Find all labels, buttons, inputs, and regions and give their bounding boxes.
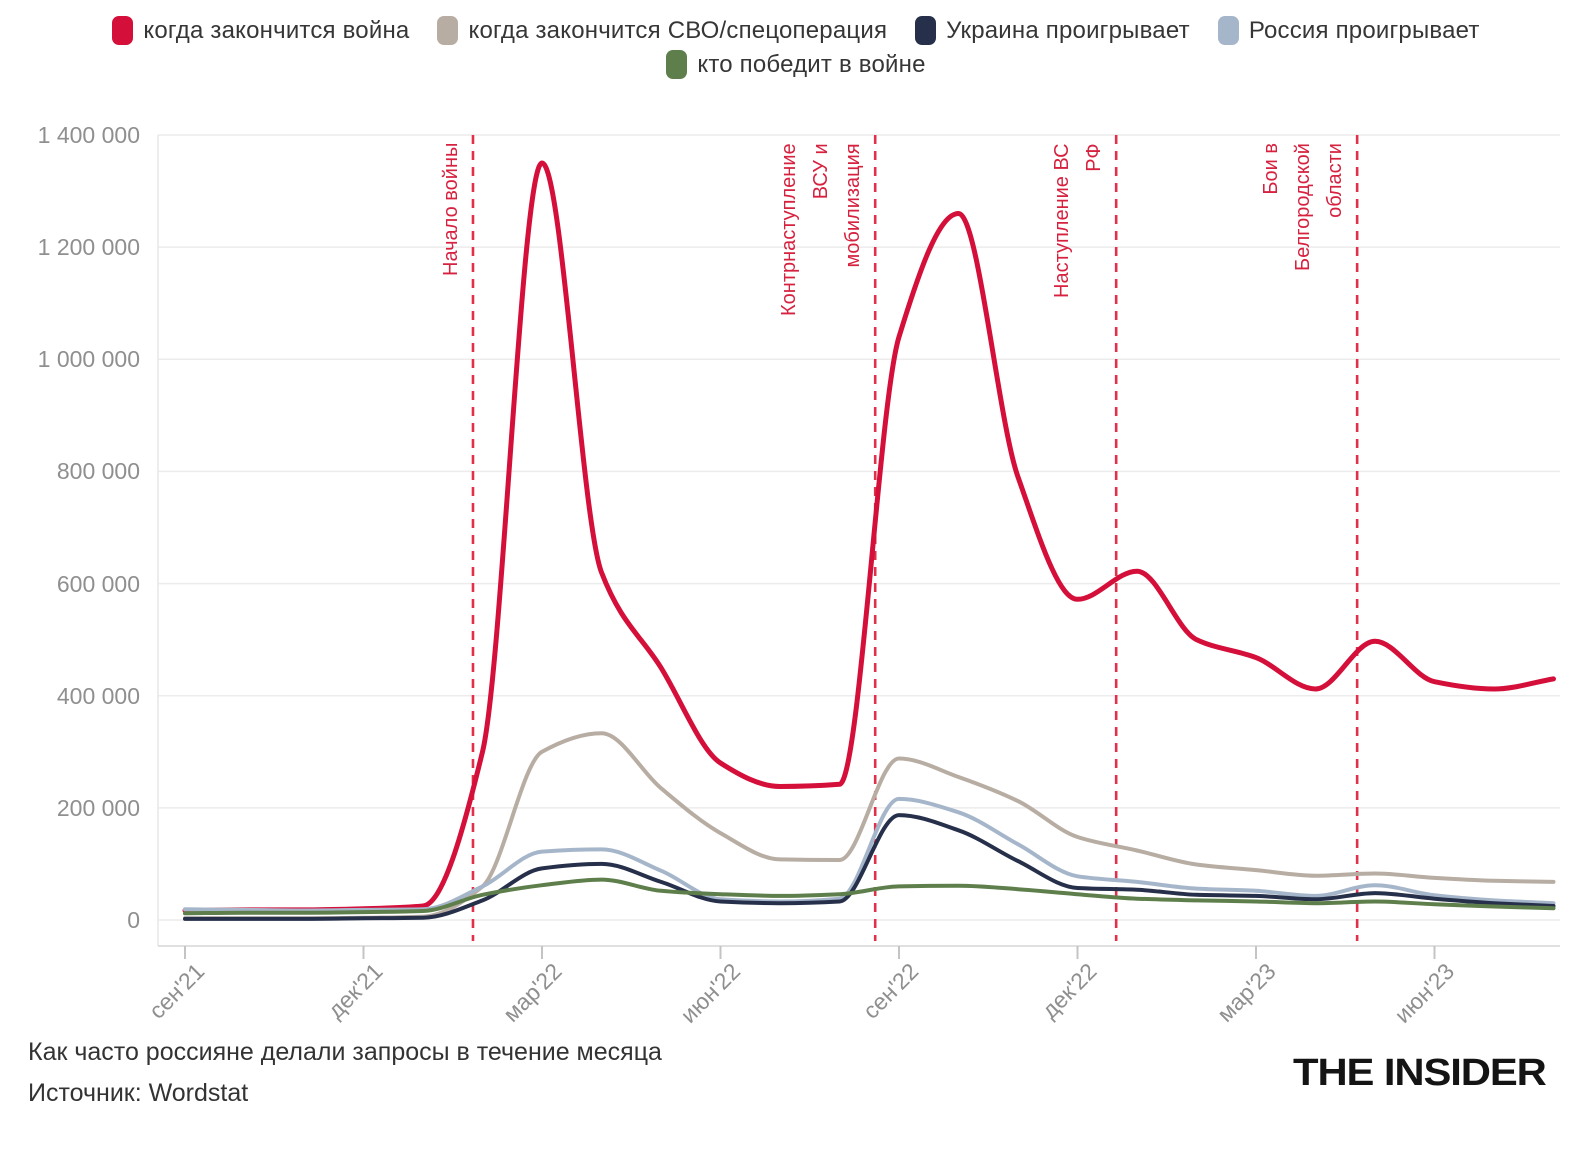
chart-source: Источник: Wordstat bbox=[28, 1079, 249, 1107]
y-axis-tick-label: 200 000 bbox=[56, 794, 140, 821]
event-annotation: Наступление ВС РФ bbox=[1051, 143, 1106, 298]
the-insider-logo: THE INSIDER bbox=[1293, 1052, 1547, 1094]
legend-item: кто победит в войне bbox=[666, 50, 925, 79]
legend-item: когда закончится война bbox=[112, 16, 409, 45]
y-axis-tick-label: 1 200 000 bbox=[37, 234, 140, 261]
y-axis-tick-label: 800 000 bbox=[56, 458, 140, 485]
series-line bbox=[183, 877, 1556, 916]
event-annotation: Начало войны bbox=[439, 142, 462, 276]
legend-color-swatch bbox=[666, 50, 688, 79]
chart-title: Как часто россияне делали запросы в тече… bbox=[28, 1038, 662, 1066]
legend-label: когда закончится СВО/спецоперация bbox=[468, 16, 888, 44]
legend-color-swatch bbox=[437, 16, 459, 45]
event-annotation: Бои в Белгородской области bbox=[1260, 143, 1347, 271]
y-axis-tick-label: 600 000 bbox=[56, 570, 140, 597]
y-axis-tick-label: 1 000 000 bbox=[37, 346, 140, 373]
legend-color-swatch bbox=[915, 16, 937, 45]
chart-legend: когда закончится война когда закончится С… bbox=[0, 16, 1592, 79]
legend-color-swatch bbox=[112, 16, 134, 45]
y-axis-tick-label: 0 bbox=[127, 907, 140, 933]
legend-row: кто победит в войне bbox=[0, 50, 1592, 79]
legend-item: Украина проигрывает bbox=[915, 16, 1190, 45]
y-axis-tick-label: 400 000 bbox=[56, 682, 140, 709]
y-axis-tick-label: 1 400 000 bbox=[37, 122, 140, 148]
legend-label: Россия проигрывает bbox=[1248, 16, 1480, 44]
line-chart-plot bbox=[157, 134, 1560, 959]
legend-color-swatch bbox=[1217, 16, 1239, 45]
legend-label: кто победит в войне bbox=[697, 50, 926, 78]
legend-label: когда закончится война bbox=[143, 16, 410, 44]
series-line bbox=[183, 813, 1556, 921]
event-annotation: Контрнаступление ВСУ и мобилизация bbox=[778, 143, 865, 316]
series-line bbox=[182, 160, 1556, 913]
legend-row: когда закончится война когда закончится С… bbox=[0, 16, 1592, 45]
legend-item: Россия проигрывает bbox=[1217, 16, 1480, 45]
legend-label: Украина проигрывает bbox=[946, 16, 1190, 44]
legend-item: когда закончится СВО/спецоперация bbox=[437, 16, 887, 45]
